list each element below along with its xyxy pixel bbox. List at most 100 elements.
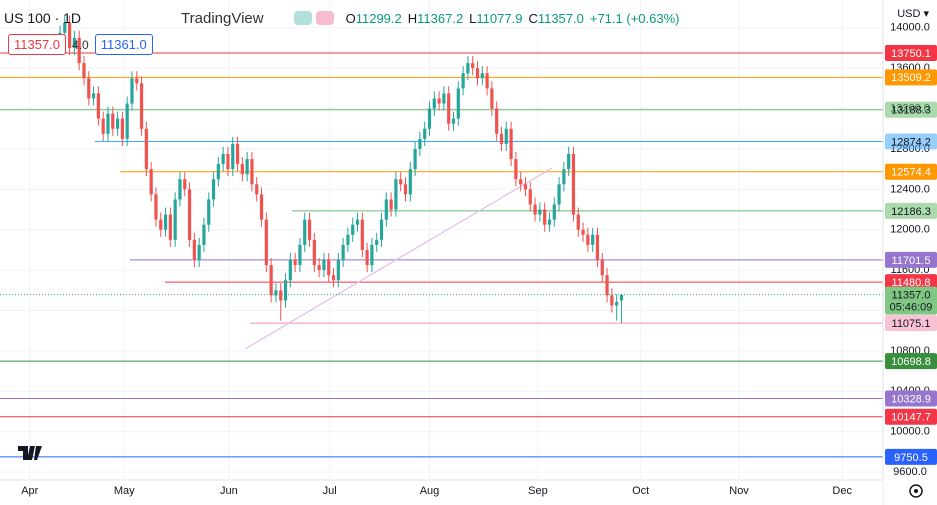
candle-body: [600, 260, 604, 276]
candle-body: [67, 22, 72, 48]
y-tick-label: 12400.0: [890, 183, 930, 195]
candle-body: [413, 148, 417, 170]
level-label: 13509.2: [891, 72, 931, 84]
candle-body: [543, 209, 547, 225]
status-dot: [315, 11, 334, 25]
level-tag: [885, 315, 937, 332]
candle-body: [437, 98, 441, 104]
x-tick-label: Sep: [528, 485, 548, 497]
candle-body: [235, 143, 240, 165]
candle-body: [475, 68, 480, 79]
level-label: 11480.8: [892, 277, 931, 289]
x-tick-label: Jul: [323, 485, 337, 497]
level-label: 10147.7: [891, 412, 931, 424]
candle-body: [307, 219, 312, 240]
candle-body: [461, 73, 465, 89]
candle-body: [322, 260, 326, 271]
candle-body: [423, 128, 427, 139]
change: +71.1 (+0.63%): [589, 10, 680, 26]
level-tag: [885, 251, 937, 268]
candle-body: [519, 179, 523, 185]
candle-body: [346, 234, 350, 245]
status-dots: [293, 11, 334, 25]
candle-body: [408, 169, 412, 195]
candle-body: [351, 224, 355, 235]
candle-body: [447, 93, 451, 124]
level-label: 9750.5: [894, 452, 928, 464]
candle-body: [207, 199, 211, 225]
y-tick-label: 9600.0: [893, 466, 927, 478]
candle-body: [331, 275, 336, 281]
ohlc-item: 11077.9: [476, 10, 523, 26]
candle-body: [370, 244, 374, 266]
ohlc-item: 11357.0: [537, 10, 584, 26]
time-axis: [0, 480, 883, 505]
candle-body: [571, 154, 576, 215]
candle-body: [471, 63, 475, 69]
candle-body: [63, 22, 67, 33]
candle-body: [384, 199, 388, 220]
candle-body: [283, 280, 288, 301]
candle-body: [591, 234, 595, 245]
candle-body: [605, 275, 609, 296]
candle-body: [341, 244, 345, 261]
logo-shape: [18, 446, 42, 460]
x-tick-label: Oct: [632, 485, 649, 497]
level-tag: [885, 101, 937, 118]
candle-body: [509, 128, 513, 160]
level-label: 12874.2: [891, 136, 931, 148]
ohlc-item: 11299.2: [355, 10, 402, 26]
candle-body: [552, 204, 556, 220]
level-label: 10698.8: [891, 356, 931, 368]
candle-body: [106, 113, 110, 134]
candle-body: [298, 244, 302, 266]
brand: TradingView: [181, 9, 264, 27]
candle-body: [250, 159, 254, 185]
settings-icon[interactable]: [909, 484, 923, 498]
candle-body: [72, 37, 76, 48]
candle-body: [77, 37, 81, 64]
candle-body: [91, 93, 96, 99]
x-tick-label: Apr: [21, 485, 38, 497]
candle-body: [365, 249, 369, 266]
buy-button[interactable]: 11361.0: [94, 34, 153, 55]
level-label: 12186.3: [891, 206, 931, 218]
candle-body: [288, 260, 292, 281]
candle-body: [389, 199, 393, 210]
level-label: 11075.1: [892, 318, 931, 330]
level-label: 13188.3: [891, 105, 931, 117]
level-tag: [885, 408, 937, 425]
y-tick-label: 12000.0: [890, 224, 930, 236]
settings-icon-core: [914, 489, 918, 493]
candle-body: [595, 234, 600, 261]
currency[interactable]: USD ▾: [897, 8, 929, 20]
symbol[interactable]: US 100 · 1D: [4, 10, 82, 26]
candle-body: [82, 63, 86, 79]
candle-body: [101, 118, 105, 134]
candle-body: [533, 204, 537, 215]
candle-body: [576, 214, 580, 230]
candle-body: [490, 88, 494, 109]
candle-body: [202, 224, 206, 245]
level-tag: [885, 390, 937, 407]
header: US 100 · 1D TradingView O11299.2 H11367.2…: [0, 6, 685, 30]
candle-body: [255, 184, 259, 195]
candle-body: [130, 78, 134, 104]
level-tag: [885, 45, 937, 62]
candle-body: [173, 199, 177, 240]
sell-button[interactable]: 11357.0: [8, 34, 67, 55]
countdown: 05:46:09: [890, 302, 933, 314]
level-tag: [885, 274, 937, 291]
level-tag: [885, 353, 937, 370]
candle-body: [480, 73, 484, 79]
candle-body: [192, 239, 196, 261]
candle-body: [159, 219, 163, 230]
candle-body: [514, 159, 518, 180]
candle-body: [336, 260, 340, 281]
level-tag: [885, 133, 937, 150]
candle-body: [211, 179, 216, 200]
level-tag: [885, 69, 937, 86]
candle-body: [245, 159, 249, 175]
